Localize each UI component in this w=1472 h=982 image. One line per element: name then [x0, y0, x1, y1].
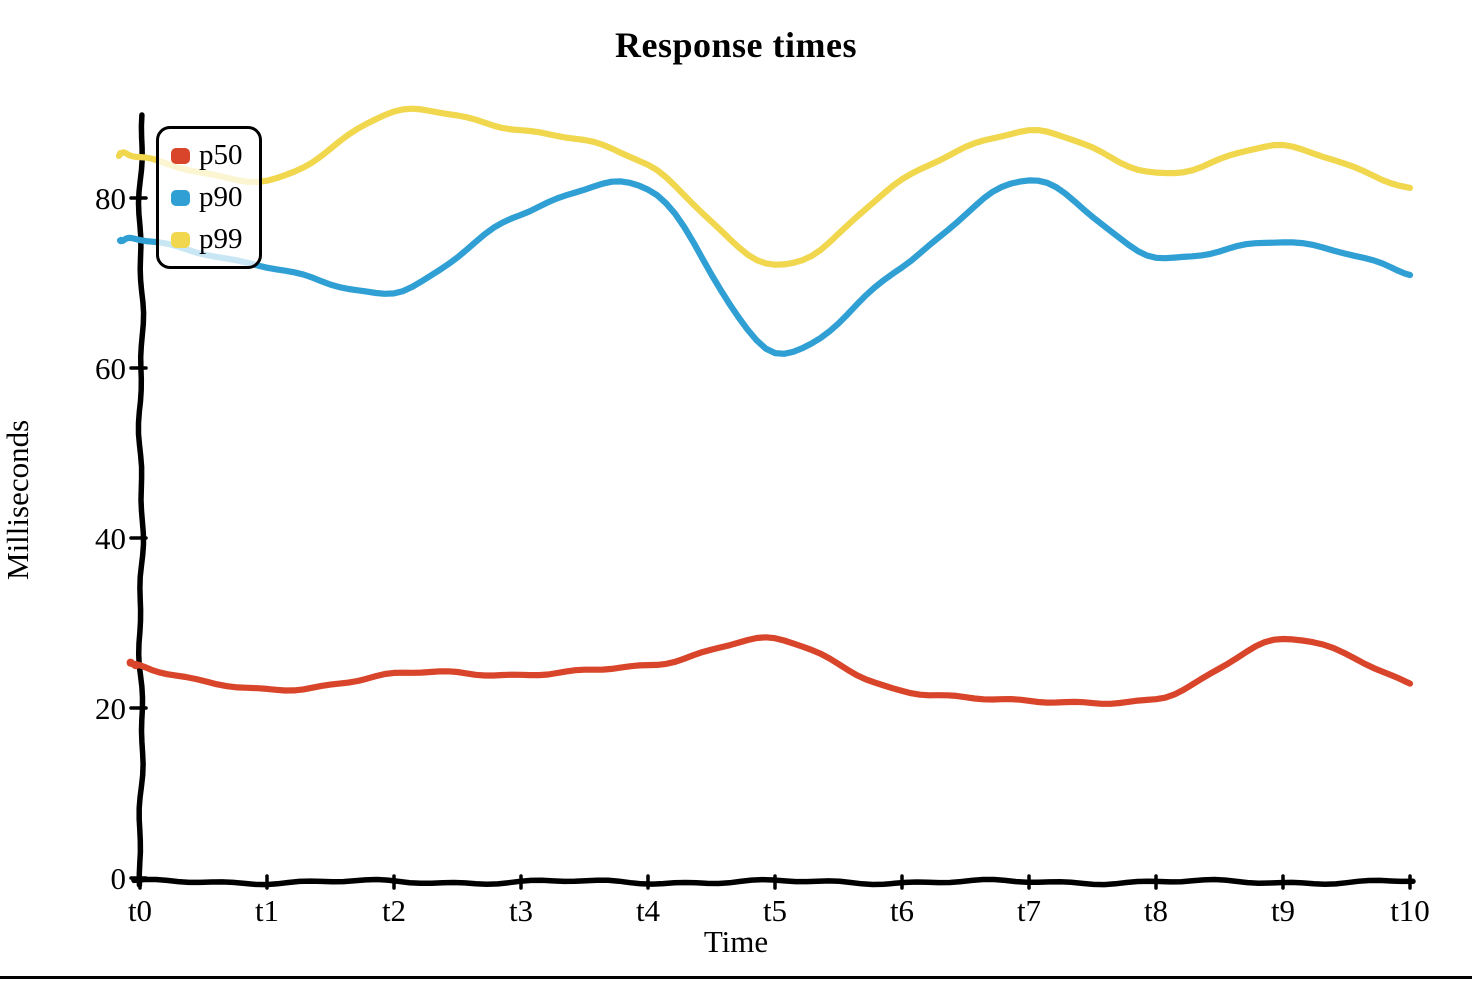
legend-marker-p99 [171, 231, 190, 248]
x-tick-label: t7 [1017, 893, 1041, 928]
series-line-p50 [126, 634, 1414, 707]
y-axis-title: Milliseconds [0, 419, 35, 580]
series-line-p99 [115, 105, 1414, 268]
y-tick-label: 60 [95, 351, 126, 386]
x-tick-label: t10 [1390, 893, 1430, 928]
x-tick-label: t1 [255, 893, 279, 928]
legend-marker-p90 [171, 189, 190, 206]
legend-label-p90: p90 [199, 181, 243, 213]
x-tick-label: t3 [509, 893, 533, 928]
bottom-rule [0, 976, 1472, 979]
y-tick-label: 80 [95, 181, 126, 216]
x-tick-label: t6 [890, 893, 914, 928]
x-axis-title: Time [703, 924, 769, 959]
legend-item-p50: p50 [171, 141, 243, 170]
x-tick-label: t0 [128, 893, 152, 928]
series-line-p90 [116, 177, 1414, 357]
y-tick-label: 40 [95, 521, 126, 556]
x-tick-label: t8 [1144, 893, 1168, 928]
legend: p50 p90 p99 [156, 126, 262, 269]
legend-item-p99: p99 [171, 225, 243, 254]
y-tick-label: 20 [95, 691, 126, 726]
legend-label-p50: p50 [199, 139, 243, 171]
legend-label-p99: p99 [199, 223, 243, 255]
x-tick-label: t5 [763, 893, 787, 928]
y-tick-label: 0 [111, 861, 127, 896]
legend-marker-p50 [171, 147, 190, 164]
y-axis-line [135, 112, 147, 888]
legend-item-p90: p90 [171, 183, 243, 212]
x-tick-label: t9 [1271, 893, 1295, 928]
chart-title: Response times [615, 25, 857, 65]
x-tick-label: t2 [382, 893, 406, 928]
x-tick-label: t4 [636, 893, 661, 928]
